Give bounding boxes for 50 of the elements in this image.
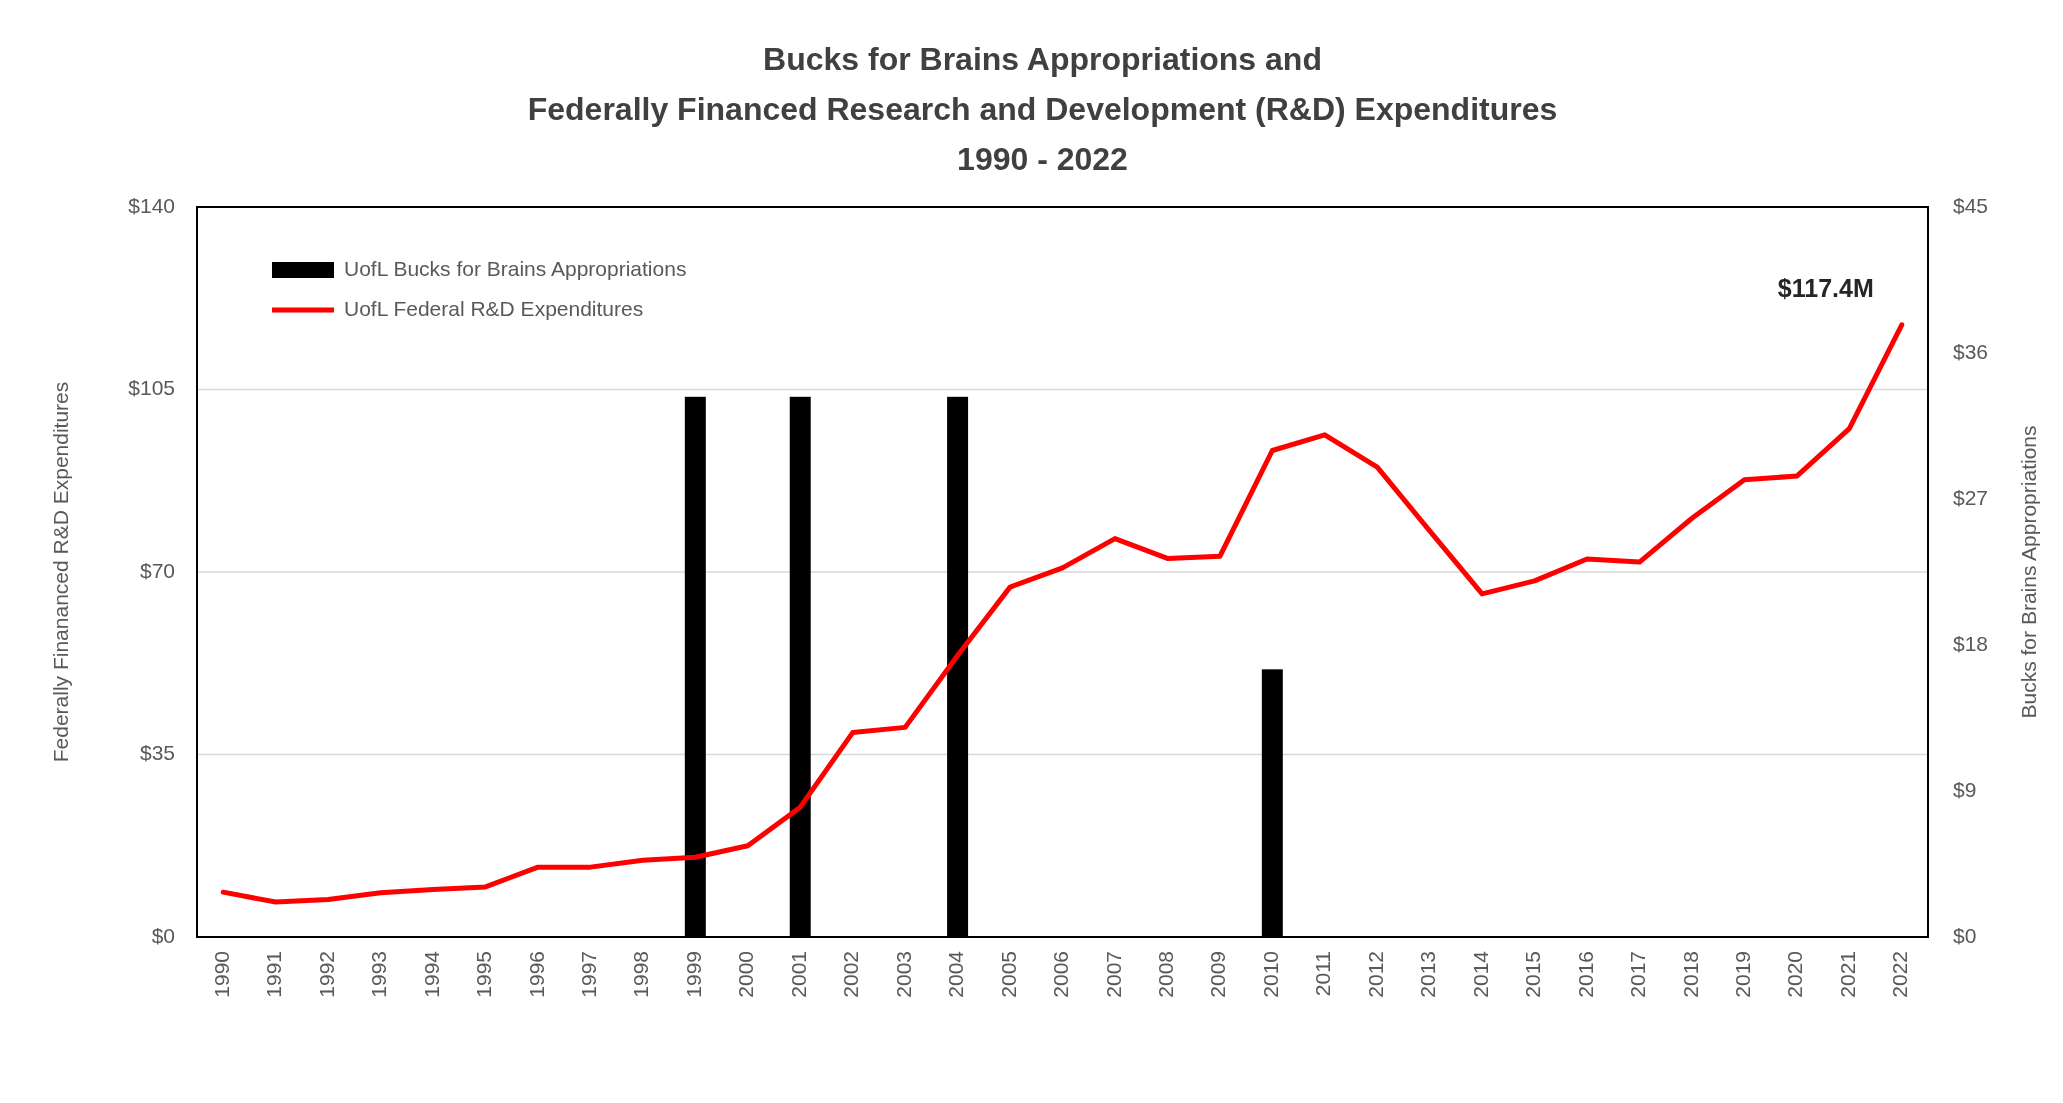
x-tick-label: 2017	[1626, 951, 1650, 998]
x-tick-label: 2007	[1101, 951, 1125, 998]
x-tick-label: 2012	[1363, 951, 1387, 998]
y2-tick-label: $0	[1953, 923, 1977, 947]
y2-tick-label: $36	[1953, 339, 1989, 363]
x-tick-label: 1998	[629, 951, 653, 998]
y2-tick-label: $9	[1953, 777, 1977, 801]
x-tick-label: 2016	[1573, 951, 1597, 998]
x-tick-label: 2008	[1153, 951, 1177, 998]
x-tick-label: 1993	[367, 951, 391, 998]
x-tick-label: 2002	[839, 951, 863, 998]
x-tick-label: 2001	[786, 951, 810, 998]
legend-label: UofL Federal R&D Expenditures	[344, 296, 644, 320]
y2-tick-label: $18	[1953, 631, 1989, 655]
x-tick-label: 2006	[1049, 951, 1073, 998]
y2-axis-title: Bucks for Brains Appropriations	[2016, 425, 2040, 719]
chart-title: Bucks for Brains Appropriations and Federally Financed Research and Development (R&D) Expenditures 1990 - 2022	[527, 41, 1558, 177]
x-tick-label: 2020	[1783, 951, 1807, 998]
annotation: $117.4M	[1777, 273, 1874, 302]
y-tick-label: $140	[128, 193, 175, 217]
x-tick-label: 2014	[1468, 950, 1492, 998]
x-tick-label: 1994	[419, 950, 443, 998]
x-tick-label: 1990	[209, 951, 233, 998]
x-tick-label: 1996	[524, 951, 548, 998]
x-tick-label: 1992	[314, 951, 338, 998]
y-tick-label: $70	[139, 558, 175, 582]
y-tick-label: $0	[151, 923, 175, 947]
x-tick-label: 2010	[1258, 951, 1282, 998]
x-tick-label: 2004	[944, 950, 968, 998]
x-tick-label: 2019	[1730, 951, 1754, 998]
x-tick-label: 2000	[734, 951, 758, 998]
x-tick-label: 2021	[1835, 951, 1859, 998]
y2-tick-label: $27	[1953, 485, 1989, 509]
y2-tick-label: $45	[1953, 193, 1989, 217]
x-tick-label: 2005	[996, 951, 1020, 998]
x-tick-label: 2013	[1416, 951, 1440, 998]
x-tick-label: 2015	[1521, 951, 1545, 998]
x-tick-label: 1991	[262, 951, 286, 998]
x-tick-label: 1995	[472, 951, 496, 998]
x-tick-label: 2011	[1311, 951, 1335, 997]
x-tick-label: 2022	[1888, 951, 1912, 998]
x-tick-label: 2009	[1206, 951, 1230, 998]
y-tick-label: $35	[139, 741, 175, 765]
y-axis-title: Federally Finananced R&D Expenditures	[48, 381, 72, 763]
x-tick-label: 2003	[891, 951, 915, 998]
x-tick-label: 1997	[576, 951, 600, 998]
y-tick-label: $105	[128, 376, 175, 400]
legend-label: UofL Bucks for Brains Appropriations	[344, 256, 687, 280]
x-tick-label: 2018	[1678, 951, 1702, 998]
x-tick-label: 1999	[681, 951, 705, 998]
